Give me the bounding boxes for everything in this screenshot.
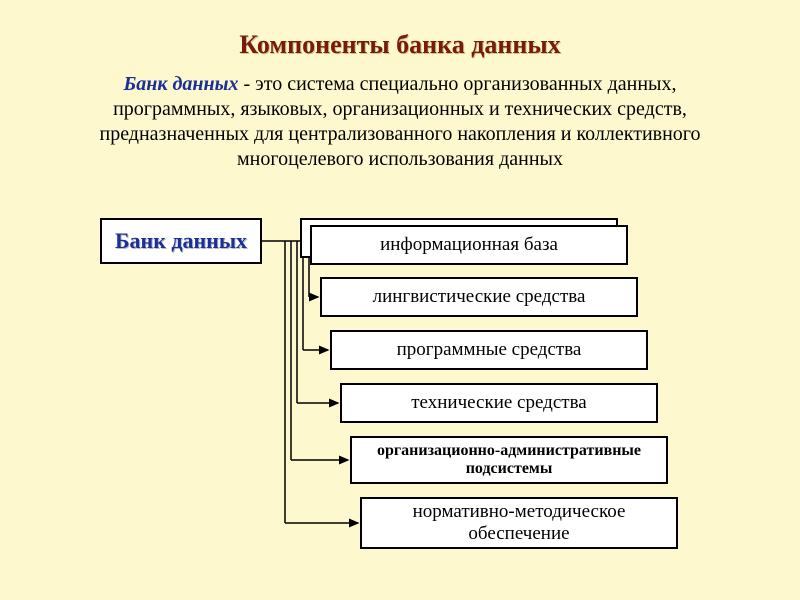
child-node-2: программные средства <box>330 330 648 370</box>
child-node-0: информационная база <box>310 225 628 265</box>
child-node-3: технические средства <box>340 383 658 423</box>
slide-title: Компоненты банка данных <box>0 30 800 60</box>
root-node: Банк данных <box>100 218 262 264</box>
definition-text: Банк данных - это система специально орг… <box>60 72 740 172</box>
child-node-4: организационно-административные подсисте… <box>350 436 668 484</box>
slide: Компоненты банка данных Банк данных - эт… <box>0 0 800 600</box>
definition-term: Банк данных <box>124 73 239 95</box>
child-node-1: лингвистические средства <box>320 277 638 317</box>
child-node-5: нормативно-методическое обеспечение <box>360 497 678 549</box>
